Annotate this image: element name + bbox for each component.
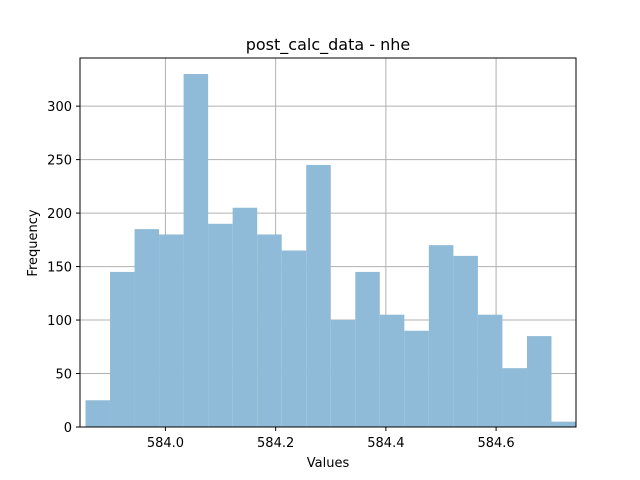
y-tick-label: 100 [47,314,72,329]
y-tick-label: 250 [47,154,72,169]
bars-layer [85,74,576,427]
y-axis-label: Frequency [26,209,41,276]
y-axis-ticks: 0 50 100 150 200 250 300 [47,100,80,436]
histogram-bar [379,314,405,427]
x-tick-label: 584.6 [477,436,514,451]
chart-title: post_calc_data - nhe [246,35,411,55]
histogram-bar [159,234,184,427]
y-tick-label: 50 [55,368,72,383]
histogram-bar [355,271,380,427]
histogram-bar [330,320,356,427]
histogram-bar [404,330,429,427]
histogram-bar [526,336,552,427]
x-axis-label: Values [307,456,350,471]
histogram-bar [208,223,233,427]
x-axis-ticks: 584.0 584.2 584.4 584.6 [147,427,515,451]
histogram-bar [453,255,478,427]
histogram-bar [232,207,258,427]
histogram-bar [281,250,307,427]
y-tick-label: 300 [47,100,72,115]
histogram-bar [502,368,527,427]
histogram-bar [134,229,160,427]
plot-frame [79,57,577,428]
y-tick-label: 150 [47,261,72,276]
histogram-bar [110,271,135,427]
histogram-bar [477,314,503,427]
histogram-bar [183,74,209,427]
x-tick-label: 584.2 [257,436,294,451]
histogram-bar [85,400,111,427]
y-tick-label: 0 [64,421,72,436]
y-tick-label: 200 [47,207,72,222]
histogram-bar [428,245,454,427]
x-tick-label: 584.0 [147,436,184,451]
histogram-bar [306,164,331,427]
x-tick-label: 584.4 [367,436,404,451]
histogram-bar [551,421,576,427]
histogram-bar [257,234,282,427]
